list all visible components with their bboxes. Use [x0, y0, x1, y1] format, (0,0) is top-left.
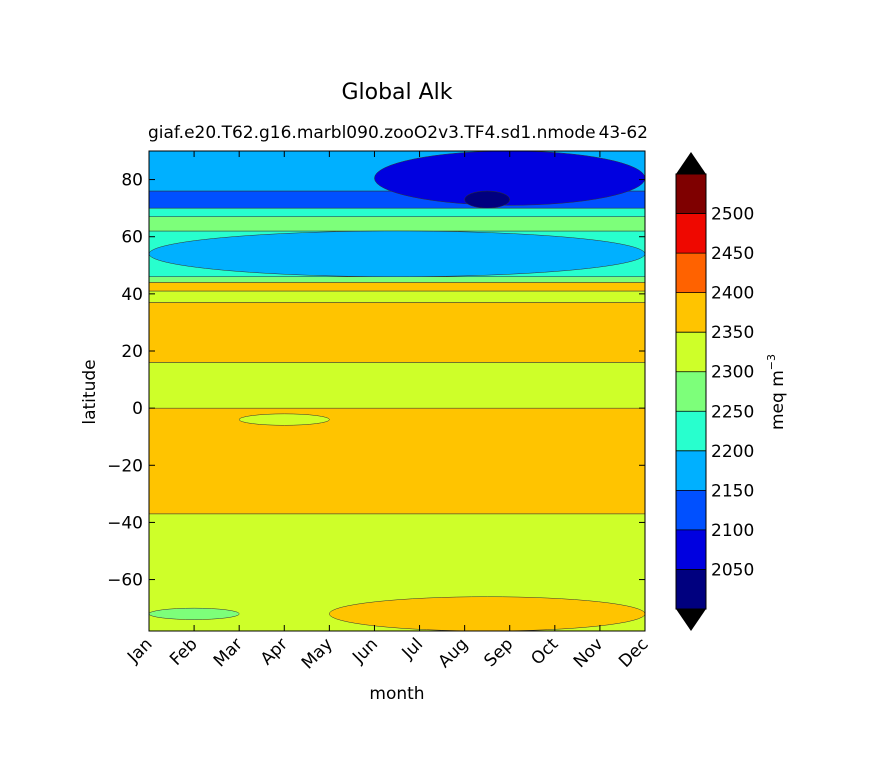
- colorbar-segment: [676, 411, 706, 451]
- colorbar-extend-top: [676, 152, 706, 174]
- colorbar-segment: [676, 292, 706, 333]
- colorbar-segment: [676, 569, 706, 609]
- colorbar-segment: [676, 371, 706, 412]
- chart-subtitle-left: giaf.e20.T62.g16.marbl090.zooO2v3.TF4.sd…: [148, 123, 596, 143]
- x-tick-label: Feb: [166, 634, 201, 669]
- colorbar-tick-label: 2250: [711, 402, 754, 422]
- contour-feature-1: [374, 151, 645, 206]
- y-tick-label: 60: [121, 228, 143, 248]
- y-tick-label: 40: [121, 285, 143, 305]
- y-axis-ticks: 80 60 40 20 0 −20 −40 −60: [107, 171, 645, 591]
- x-tick-label: Dec: [615, 634, 652, 671]
- x-tick-label: Oct: [527, 634, 562, 669]
- colorbar-tick-label: 2200: [711, 442, 754, 462]
- x-tick-label: Jul: [398, 634, 427, 663]
- contour-band-1: [149, 407, 645, 515]
- colorbar-segment: [676, 450, 706, 491]
- colorbar-segment: [676, 490, 706, 530]
- x-tick-label: Mar: [210, 634, 247, 671]
- contour-band-9: [149, 207, 645, 217]
- contour-feature-3: [329, 596, 645, 631]
- chart-title: Global Alk: [341, 80, 452, 105]
- colorbar-tick-label: 2450: [711, 244, 754, 264]
- contour-feature-2: [464, 190, 510, 209]
- colorbar-frame: [675, 173, 707, 610]
- contour-plot-area: [149, 151, 645, 631]
- contour-feature-0: [149, 230, 645, 277]
- colorbar-tick-label: 2100: [711, 521, 754, 541]
- contour-feature-4: [238, 413, 330, 426]
- x-tick-label: Aug: [435, 634, 473, 672]
- x-tick-label: Jan: [123, 634, 156, 667]
- x-tick-label: Jun: [348, 634, 382, 668]
- colorbar-tick-label: 2400: [711, 284, 754, 304]
- x-tick-label: Nov: [570, 634, 608, 672]
- colorbar-segment: [676, 174, 706, 214]
- contour-band-2: [149, 362, 645, 409]
- y-tick-label: −60: [107, 571, 143, 591]
- colorbar-extend-bottom: [676, 609, 706, 631]
- colorbar-segment: [676, 213, 706, 254]
- chart-subtitle-right: 43-62: [599, 123, 648, 143]
- colorbar-tick-label: 2050: [711, 560, 754, 580]
- y-tick-label: −40: [107, 513, 143, 533]
- contour-band-3: [149, 302, 645, 363]
- colorbar-tick-label: 2350: [711, 323, 754, 343]
- y-tick-label: 0: [132, 399, 143, 419]
- colorbar-segment: [676, 529, 706, 570]
- contour-band-8: [149, 216, 645, 232]
- y-axis-label: latitude: [80, 359, 100, 424]
- colorbar-tick-label: 2300: [711, 363, 754, 383]
- x-tick-label: Apr: [257, 634, 292, 669]
- y-tick-label: 20: [121, 342, 143, 362]
- plot-frame: [148, 150, 646, 632]
- colorbar-segment: [676, 332, 706, 372]
- y-tick-label: −20: [107, 456, 143, 476]
- contour-band-6: [149, 276, 645, 283]
- contour-band-5: [149, 282, 645, 292]
- contour-feature-5: [149, 607, 240, 620]
- x-tick-label: Sep: [480, 634, 517, 671]
- colorbar-tick-label: 2500: [711, 205, 754, 225]
- x-axis-label: month: [369, 684, 424, 704]
- y-tick-label: 80: [121, 171, 143, 191]
- x-tick-label: May: [298, 634, 337, 673]
- colorbar: 2050 2100 2150 2200 2250 2300 2350 2400 2450 2500: [675, 152, 754, 631]
- colorbar-tick-label: 2150: [711, 481, 754, 501]
- colorbar-label: meq m−3: [765, 354, 788, 430]
- colorbar-segment: [676, 253, 706, 293]
- contour-band-4: [149, 290, 645, 303]
